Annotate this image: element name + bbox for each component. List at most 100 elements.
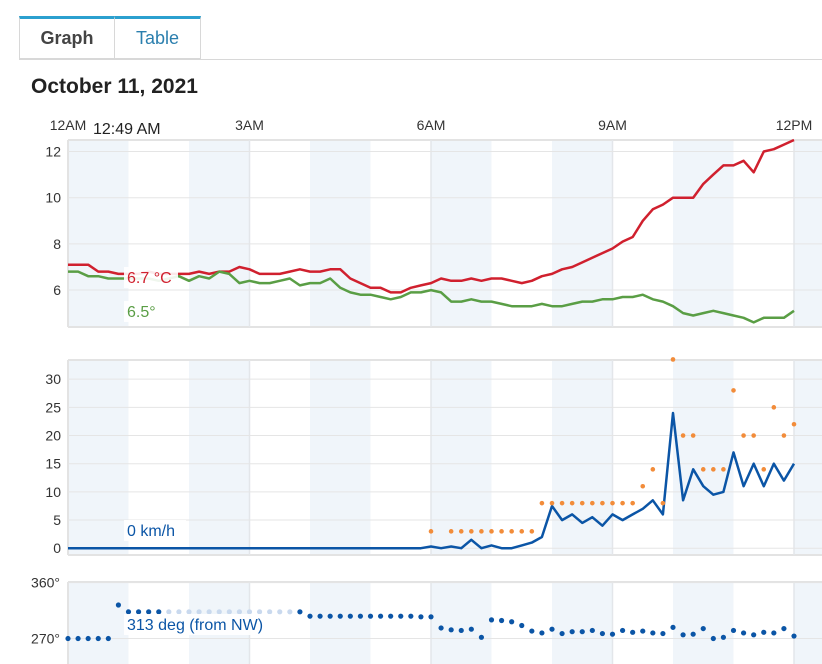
wind-direction-point [236,609,243,615]
wind-direction-point [206,609,212,615]
wind-direction-point [277,609,283,615]
wind-speed-line [68,411,796,550]
wind-direction-point [166,609,172,615]
y-tick-label: 20 [45,428,61,444]
wind-direction-value-label: 313 deg (from NW) [127,617,263,634]
y-tick-label: 10 [45,484,61,500]
wind-direction-point [650,630,656,636]
gust-point [458,529,464,534]
hour-band [673,582,734,664]
wind-direction-point [609,631,616,637]
wind-direction-point [146,609,152,615]
gust-point [489,529,494,534]
wind-direction-point [398,613,404,619]
x-axis-label: 9AM [598,117,627,133]
y-tick-label: 8 [53,236,61,252]
wind-direction-point [751,632,757,638]
hour-band [794,140,822,327]
y-tick-label: 5 [53,512,61,528]
gust-point [650,467,656,472]
wind-direction-point [267,609,273,615]
hour-band [189,140,250,327]
gust-point [569,500,575,506]
wind-direction-point [519,622,525,629]
wind-direction-point [761,629,767,635]
gust-point [741,433,746,438]
hour-band [310,360,371,555]
wind-direction-point [438,625,444,631]
wind-direction-point [347,613,353,619]
wind-direction-point [337,613,343,619]
y-tick-label: 360° [31,575,60,591]
hour-band [431,360,492,555]
gust-point [761,467,767,472]
wind-direction-point [367,613,374,619]
wind-direction-point [186,609,192,615]
wind-direction-point [640,628,646,634]
y-tick-label: 0 [53,540,61,556]
wind-direction-point [740,630,747,636]
x-axis-label: 12PM [776,117,813,133]
wind-direction-point [297,609,303,615]
wind-direction-point [95,635,101,642]
gust-point [721,467,726,472]
wind-direction-point [458,627,464,634]
wind-speed-value-label: 0 km/h [127,523,175,540]
wind-direction-point [498,617,505,624]
wind-direction-point [559,630,565,637]
gust-point [751,433,756,438]
wind-direction-point [619,627,626,634]
wind-direction-point [549,626,555,632]
wind-direction-point [539,630,545,636]
hour-band [673,140,734,327]
wind-direction-point [478,634,485,640]
gust-point [539,500,545,506]
y-tick-label: 30 [45,371,61,387]
wind-direction-point [589,627,595,634]
wind-direction-point [791,633,797,639]
hour-band [68,582,129,664]
hour-band [310,140,371,327]
wind-direction-point [115,602,122,608]
gust-point [428,529,434,534]
gust-point [529,529,535,534]
wind-direction-point [690,631,696,637]
hour-band [189,360,250,555]
gust-point [771,405,777,410]
tab-graph[interactable]: Graph [19,16,115,59]
tab-table[interactable]: Table [115,16,201,59]
wind-direction-point [85,635,91,642]
gust-point [620,500,625,506]
wind-direction-point [418,614,424,620]
wind-direction-point [468,626,474,632]
gust-point [610,500,615,506]
gust-point [731,388,736,393]
gust-point [579,500,585,506]
wind-direction-point [781,625,787,632]
dew-point-value-label-bg [124,301,160,322]
wind-direction-point [428,614,434,620]
y-tick-label: 270° [31,631,60,647]
chart-temperature: 6 8 10 12 [45,138,822,328]
wind-direction-point [226,609,232,615]
wind-direction-value-label-bg [124,614,276,635]
wind-direction-point [105,635,111,642]
wind-direction-point [317,613,323,619]
hour-band [310,582,371,664]
wind-direction-point [630,629,636,635]
y-tick-label: 6 [53,282,61,298]
wind-direction-point [488,617,495,623]
wind-direction-point [569,629,575,635]
wind-direction-point [156,609,162,615]
y-tick-label: 15 [45,456,61,472]
wind-direction-point [408,613,414,619]
gust-point [700,467,706,472]
hover-time-label-bg [90,118,168,139]
temperature-value-label: 6.7 °C [127,270,172,287]
wind-direction-point [256,609,263,615]
wind-direction-point [660,630,666,637]
y-tick-label: 12 [45,144,61,160]
wind-direction-point [246,609,253,615]
hour-band [552,582,613,664]
wind-direction-point [307,613,313,619]
